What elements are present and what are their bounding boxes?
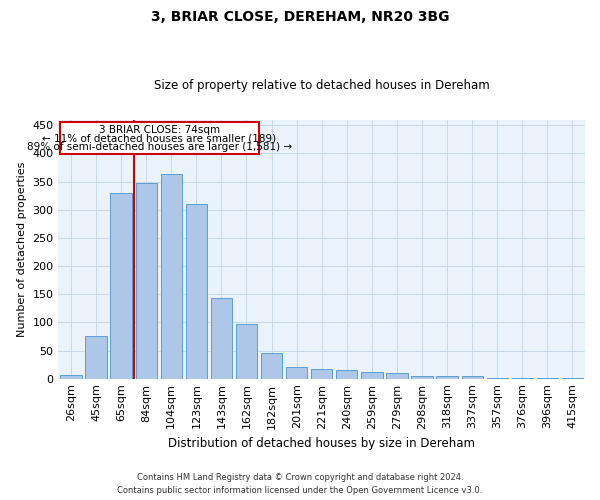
- Bar: [85, 336, 107, 378]
- Bar: [361, 372, 383, 378]
- Bar: [461, 376, 483, 378]
- X-axis label: Distribution of detached houses by size in Dereham: Distribution of detached houses by size …: [168, 437, 475, 450]
- Bar: [336, 370, 358, 378]
- Bar: [110, 193, 132, 378]
- Bar: [185, 204, 207, 378]
- Bar: [311, 369, 332, 378]
- Y-axis label: Number of detached properties: Number of detached properties: [17, 162, 27, 337]
- Bar: [161, 174, 182, 378]
- Bar: [236, 324, 257, 378]
- Bar: [211, 298, 232, 378]
- Bar: [436, 376, 458, 378]
- Text: 89% of semi-detached houses are larger (1,581) →: 89% of semi-detached houses are larger (…: [27, 142, 292, 152]
- Bar: [136, 183, 157, 378]
- Bar: [386, 373, 407, 378]
- Bar: [61, 376, 82, 378]
- Text: Contains HM Land Registry data © Crown copyright and database right 2024.
Contai: Contains HM Land Registry data © Crown c…: [118, 474, 482, 495]
- Text: ← 11% of detached houses are smaller (189): ← 11% of detached houses are smaller (18…: [42, 134, 277, 144]
- Bar: [286, 368, 307, 378]
- Bar: [412, 376, 433, 378]
- Text: 3, BRIAR CLOSE, DEREHAM, NR20 3BG: 3, BRIAR CLOSE, DEREHAM, NR20 3BG: [151, 10, 449, 24]
- Text: 3 BRIAR CLOSE: 74sqm: 3 BRIAR CLOSE: 74sqm: [99, 125, 220, 135]
- Title: Size of property relative to detached houses in Dereham: Size of property relative to detached ho…: [154, 79, 490, 92]
- FancyBboxPatch shape: [59, 122, 259, 154]
- Bar: [261, 353, 282, 378]
